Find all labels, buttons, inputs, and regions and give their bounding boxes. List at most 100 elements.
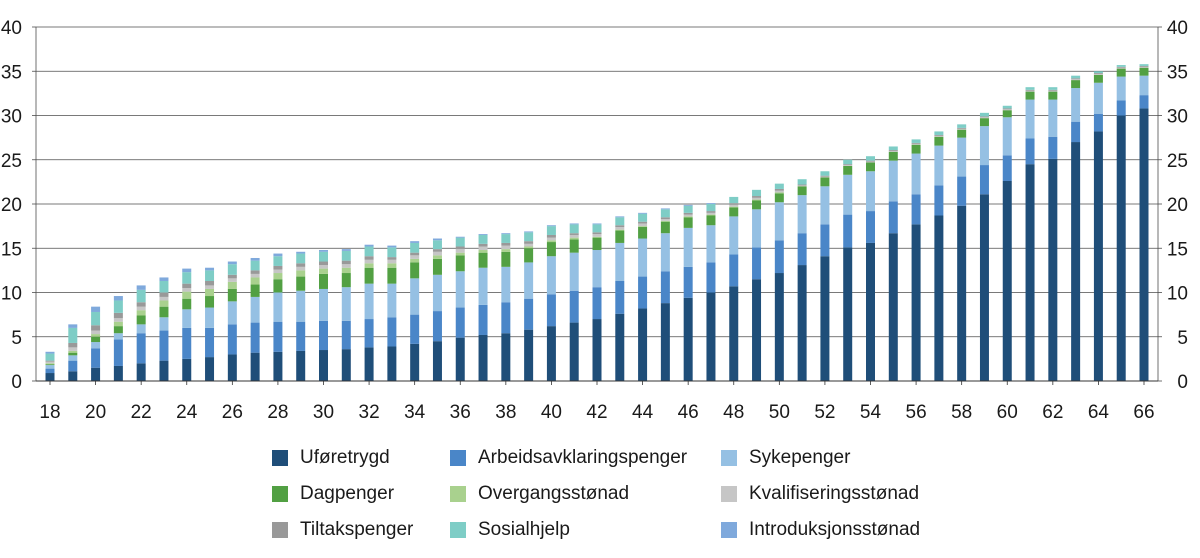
bar-segment bbox=[227, 301, 237, 325]
bar-segment bbox=[1093, 71, 1103, 74]
bar-segment bbox=[524, 246, 534, 249]
x-tick-label: 60 bbox=[997, 402, 1018, 423]
bar-segment bbox=[888, 201, 898, 234]
bar-segment bbox=[341, 320, 351, 350]
bar-segment bbox=[706, 203, 716, 204]
bar-segment bbox=[68, 347, 78, 351]
bar-segment bbox=[387, 267, 397, 284]
bar-segment bbox=[501, 266, 511, 303]
bar-segment bbox=[227, 264, 237, 275]
bar-segment bbox=[113, 339, 123, 366]
bar-segment bbox=[341, 249, 351, 251]
bar-segment bbox=[68, 324, 78, 328]
bar-segment bbox=[843, 165, 853, 175]
bar-segment bbox=[364, 256, 374, 260]
bar-segment bbox=[820, 175, 830, 177]
bar-segment bbox=[113, 318, 123, 322]
bar-segment bbox=[455, 271, 465, 308]
bar-segment bbox=[546, 242, 556, 257]
y-tick-label-right: 0 bbox=[1177, 372, 1188, 393]
bar-segment bbox=[1025, 164, 1035, 381]
bar-segment bbox=[683, 204, 693, 206]
bar-segment bbox=[660, 217, 670, 220]
bar-segment bbox=[432, 238, 442, 241]
bar-segment bbox=[250, 260, 260, 271]
bar-segment bbox=[820, 176, 830, 178]
legend-swatch bbox=[721, 522, 737, 538]
bar-segment bbox=[1048, 136, 1058, 159]
bar-segment bbox=[957, 127, 967, 129]
bar-segment bbox=[182, 288, 192, 292]
bar-segment bbox=[615, 313, 625, 381]
bar-segment bbox=[227, 288, 237, 302]
bar-segment bbox=[820, 177, 830, 187]
bar-segment bbox=[273, 321, 283, 352]
bar-segment bbox=[1093, 73, 1103, 74]
bar-segment bbox=[159, 280, 169, 293]
bar-segment bbox=[1071, 121, 1081, 143]
x-tick-label: 50 bbox=[769, 402, 790, 423]
bar-segment bbox=[250, 352, 260, 381]
bar-segment bbox=[569, 322, 579, 381]
bar-segment bbox=[843, 214, 853, 248]
bar-segment bbox=[136, 333, 146, 364]
bar-segment bbox=[501, 302, 511, 334]
bar-segment bbox=[638, 238, 648, 277]
bar-segment bbox=[455, 337, 465, 381]
bar-segment bbox=[1048, 91, 1058, 100]
bar-segment bbox=[159, 296, 169, 301]
bar-segment bbox=[455, 307, 465, 338]
bar-segment bbox=[1048, 87, 1058, 90]
x-tick-label: 34 bbox=[404, 402, 426, 423]
bar-segment bbox=[296, 263, 306, 267]
bar-segment bbox=[1002, 108, 1012, 110]
x-tick-label: 56 bbox=[906, 402, 927, 423]
bar-segment bbox=[866, 162, 875, 172]
bar-segment bbox=[136, 324, 146, 334]
bar-segment bbox=[1116, 68, 1126, 77]
bar-segment bbox=[455, 237, 465, 247]
bar-segment bbox=[319, 350, 328, 381]
bar-segment bbox=[432, 251, 442, 256]
bar-segment bbox=[1048, 89, 1058, 91]
bar-segment bbox=[592, 224, 602, 233]
bar-segment bbox=[478, 246, 488, 251]
x-tick-label: 24 bbox=[176, 402, 198, 423]
bar-segment bbox=[820, 256, 830, 381]
bar-segment bbox=[524, 243, 534, 247]
bar-segment bbox=[660, 221, 670, 234]
bar-segment bbox=[774, 188, 784, 191]
bar-segment bbox=[820, 224, 830, 257]
bar-segment bbox=[45, 360, 55, 362]
bar-segment bbox=[592, 236, 602, 238]
bar-segment bbox=[341, 264, 351, 268]
bar-segment bbox=[364, 267, 374, 284]
y-tick-label-right: 10 bbox=[1167, 284, 1188, 305]
bar-segment bbox=[546, 234, 556, 238]
bar-segment bbox=[205, 288, 215, 297]
bar-segment bbox=[979, 126, 989, 166]
bar-segment bbox=[1048, 90, 1058, 92]
bar-segment bbox=[546, 294, 556, 327]
bar-segment bbox=[1002, 117, 1012, 156]
bar-segment bbox=[592, 237, 602, 251]
bar-segment bbox=[45, 373, 55, 381]
bar-segment bbox=[752, 279, 762, 381]
bar-segment bbox=[113, 312, 123, 319]
bar-segment bbox=[410, 314, 420, 344]
x-tick-label: 44 bbox=[632, 402, 654, 423]
bar-segment bbox=[1093, 74, 1103, 83]
legend-label: Sykepenger bbox=[749, 447, 851, 468]
legend-item: Tiltakspenger bbox=[272, 515, 413, 545]
bar-segment bbox=[250, 277, 260, 285]
x-tick-label: 26 bbox=[222, 402, 243, 423]
bar-segment bbox=[250, 273, 260, 278]
bar-segment bbox=[205, 267, 215, 271]
bar-segment bbox=[455, 246, 465, 250]
bar-segment bbox=[341, 349, 351, 381]
bar-segment bbox=[364, 347, 374, 381]
bar-segment bbox=[136, 315, 146, 325]
y-tick-label-right: 40 bbox=[1167, 18, 1188, 39]
bar-segment bbox=[683, 212, 693, 215]
bar-segment bbox=[774, 183, 784, 189]
